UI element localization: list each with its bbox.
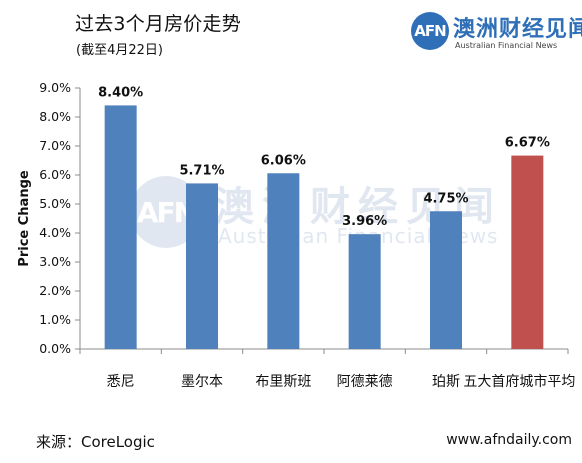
x-category-label: 阿德莱德 bbox=[337, 374, 393, 390]
afn-logo-name-en: Australian Financial News bbox=[455, 41, 558, 50]
bar-4 bbox=[430, 211, 462, 349]
bar-5 bbox=[511, 155, 544, 349]
y-tick-label: 5.0% bbox=[39, 196, 71, 211]
y-tick-label: 6.0% bbox=[39, 167, 71, 182]
data-label: 5.71% bbox=[179, 163, 224, 178]
x-category-label: 五大首府城市平均 bbox=[463, 373, 575, 390]
x-category-label: 布里斯班 bbox=[255, 374, 311, 390]
data-label: 3.96% bbox=[342, 214, 387, 229]
afn-logo-badge: AFN bbox=[411, 12, 449, 50]
data-label: 8.40% bbox=[98, 85, 143, 100]
website-url: www.afndaily.com bbox=[446, 432, 572, 448]
y-tick-label: 0.0% bbox=[39, 341, 71, 356]
data-label: 6.67% bbox=[505, 136, 550, 151]
afn-logo: AFN 澳洲财经见闻 Australian Financial News bbox=[411, 10, 582, 54]
y-tick-label: 2.0% bbox=[39, 283, 71, 298]
data-label: 4.75% bbox=[423, 191, 468, 206]
y-tick-label: 3.0% bbox=[39, 254, 71, 269]
y-tick-label: 7.0% bbox=[39, 138, 71, 153]
y-tick-label: 4.0% bbox=[39, 225, 71, 240]
afn-logo-name-cn: 澳洲财经见闻 bbox=[453, 17, 582, 42]
x-category-label: 珀斯 bbox=[432, 374, 460, 390]
bar-3 bbox=[348, 234, 381, 349]
y-tick-label: 9.0% bbox=[39, 80, 71, 95]
y-tick-label: 8.0% bbox=[39, 109, 71, 124]
bar-0 bbox=[104, 105, 137, 350]
y-tick-label: 1.0% bbox=[39, 312, 71, 327]
chart-subtitle: (截至4月22日) bbox=[76, 43, 163, 58]
y-axis-title: Price Change bbox=[17, 170, 32, 267]
chart-title: 过去3个月房价走势 bbox=[75, 13, 241, 35]
bar-1 bbox=[186, 183, 218, 349]
x-category-label: 悉尼 bbox=[107, 374, 135, 390]
x-category-label: 墨尔本 bbox=[181, 374, 223, 390]
bar-2 bbox=[267, 173, 300, 349]
source-note: 来源：CoreLogic bbox=[36, 433, 155, 451]
data-label: 6.06% bbox=[261, 153, 306, 168]
